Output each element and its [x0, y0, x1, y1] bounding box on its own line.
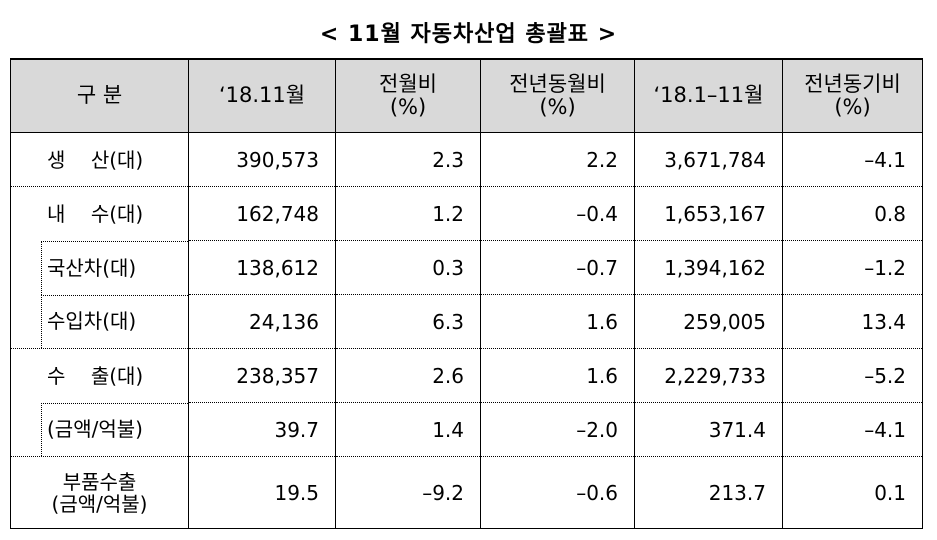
row-label: 생 산(대): [10, 132, 189, 187]
value-cell: 162,748: [188, 186, 336, 241]
value-cell: 1.4: [335, 402, 481, 457]
header-cell: 전년동기비 (%): [782, 58, 923, 133]
value-cell: 2.6: [335, 348, 481, 403]
table-row: 생 산(대) 390,573 2.3 2.2 3,671,784 –4.1: [10, 132, 923, 187]
row-label: 내 수(대): [10, 186, 189, 241]
table-row: 부품수출 (금액/억불) 19.5 –9.2 –0.6 213.7 0.1: [10, 456, 923, 529]
row-label-text: 생 산(대): [47, 147, 144, 172]
header-cell: 구 분: [10, 58, 189, 133]
value-cell: 0.3: [335, 240, 481, 295]
table-row: 내 수(대) 162,748 1.2 –0.4 1,653,167 0.8: [10, 186, 923, 241]
row-label-text: 부품수출 (금액/억불): [51, 469, 148, 516]
value-cell: 390,573: [188, 132, 336, 187]
value-cell: –0.7: [480, 240, 635, 295]
table-row: 수 출(대) 238,357 2.6 1.6 2,229,733 –5.2: [10, 348, 923, 403]
summary-table: 구 분 ‘18.11월 전월비 (%) 전년동월비 (%) ‘18.1–11월 전년동기비…: [10, 58, 923, 529]
value-cell: 39.7: [188, 402, 336, 457]
header-cell: ‘18.11월: [188, 58, 336, 133]
value-cell: 24,136: [188, 294, 336, 349]
value-cell: 1.6: [480, 348, 635, 403]
value-cell: 259,005: [634, 294, 783, 349]
row-label-text: (금액/억불): [47, 417, 143, 442]
row-label: 수 출(대): [10, 348, 189, 403]
value-cell: 1,653,167: [634, 186, 783, 241]
row-label: (금액/억불): [10, 402, 189, 457]
value-cell: –0.6: [480, 456, 635, 529]
value-cell: 2.2: [480, 132, 635, 187]
value-cell: 238,357: [188, 348, 336, 403]
value-cell: 19.5: [188, 456, 336, 529]
value-cell: –9.2: [335, 456, 481, 529]
value-cell: 2,229,733: [634, 348, 783, 403]
header-row: 구 분 ‘18.11월 전월비 (%) 전년동월비 (%) ‘18.1–11월 전년동기비…: [10, 58, 923, 133]
value-cell: 1,394,162: [634, 240, 783, 295]
value-cell: 13.4: [782, 294, 923, 349]
header-cell: 전월비 (%): [335, 58, 481, 133]
value-cell: 371.4: [634, 402, 783, 457]
value-cell: –5.2: [782, 348, 923, 403]
value-cell: 2.3: [335, 132, 481, 187]
table-body: 생 산(대) 390,573 2.3 2.2 3,671,784 –4.1 내 수(대) 16…: [10, 132, 923, 529]
value-cell: 6.3: [335, 294, 481, 349]
row-label: 부품수출 (금액/억불): [10, 456, 189, 529]
value-cell: –1.2: [782, 240, 923, 295]
value-cell: –4.1: [782, 132, 923, 187]
row-label: 국산차(대): [10, 240, 189, 295]
table-title: < 11월 자동차산업 총괄표 >: [319, 22, 618, 47]
value-cell: 1.6: [480, 294, 635, 349]
row-label-text: 국산차(대): [47, 255, 137, 280]
row-label-text: 내 수(대): [47, 201, 144, 226]
value-cell: –4.1: [782, 402, 923, 457]
table-row: (금액/억불) 39.7 1.4 –2.0 371.4 –4.1: [10, 402, 923, 457]
value-cell: –2.0: [480, 402, 635, 457]
row-label: 수입차(대): [10, 294, 189, 349]
table-row: 수입차(대) 24,136 6.3 1.6 259,005 13.4: [10, 294, 923, 349]
value-cell: 1.2: [335, 186, 481, 241]
value-cell: 138,612: [188, 240, 336, 295]
value-cell: 213.7: [634, 456, 783, 529]
table-row: 국산차(대) 138,612 0.3 –0.7 1,394,162 –1.2: [10, 240, 923, 295]
header-cell: 전년동월비 (%): [480, 58, 635, 133]
value-cell: 0.1: [782, 456, 923, 529]
value-cell: 3,671,784: [634, 132, 783, 187]
row-label-text: 수 출(대): [47, 363, 144, 388]
header-cell: ‘18.1–11월: [634, 58, 783, 133]
value-cell: 0.8: [782, 186, 923, 241]
row-label-text: 수입차(대): [47, 309, 137, 334]
value-cell: –0.4: [480, 186, 635, 241]
